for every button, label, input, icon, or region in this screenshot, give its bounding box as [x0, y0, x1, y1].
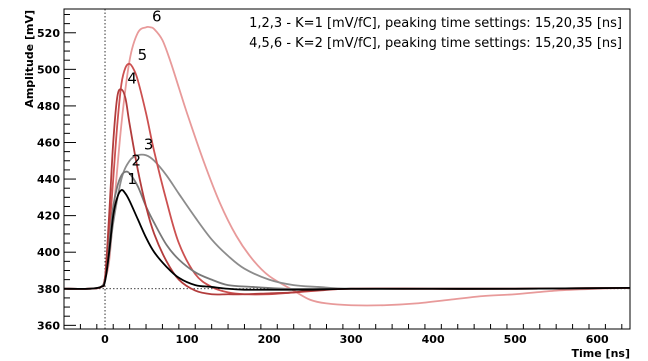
curve-label-6: 6	[152, 7, 162, 25]
y-tick-label: 500	[37, 63, 60, 76]
curve-label-3: 3	[144, 135, 154, 153]
y-axis-title: Amplitude [mV]	[23, 10, 36, 108]
curve-label-1: 1	[127, 170, 137, 188]
curve-labels: 123 45 6	[127, 7, 161, 188]
x-tick-label: 500	[504, 333, 527, 346]
y-tick-label: 520	[37, 27, 60, 40]
curve-label-5: 5	[138, 46, 148, 64]
x-tick-label: 0	[101, 333, 109, 346]
y-tick-label: 440	[37, 173, 60, 186]
plot-frame	[63, 8, 631, 330]
reference-lines	[64, 9, 630, 329]
y-axis-ticks: 360 380 400 420 440 460 480 500 520	[37, 13, 76, 332]
series-curves	[63, 25, 631, 307]
y-tick-label: 360	[37, 319, 60, 332]
legend-line-1: 1,2,3 - K=1 [mV/fC], peaking time settin…	[249, 16, 622, 31]
x-tick-label: 300	[340, 333, 363, 346]
y-tick-label: 460	[37, 136, 60, 149]
curve-2	[63, 170, 631, 290]
x-tick-label: 600	[586, 333, 609, 346]
x-axis-ticks: 0 100 200 300 400 500 600	[63, 324, 623, 346]
curve-4	[63, 88, 631, 296]
y-tick-label: 480	[37, 100, 60, 113]
curve-3	[63, 153, 631, 290]
y-tick-label: 380	[37, 283, 60, 296]
curve-1	[63, 189, 631, 291]
x-tick-label: 400	[422, 333, 445, 346]
x-axis-title: Time [ns]	[572, 347, 630, 360]
x-tick-label: 200	[258, 333, 281, 346]
legend-line-2: 4,5,6 - K=2 [mV/fC], peaking time settin…	[249, 36, 622, 51]
curve-5	[63, 62, 631, 296]
y-tick-label: 420	[37, 210, 60, 223]
y-tick-label: 400	[37, 246, 60, 259]
curve-label-4: 4	[127, 69, 137, 87]
curve-label-2: 2	[132, 152, 142, 170]
x-tick-label: 100	[176, 333, 199, 346]
curve-6	[63, 25, 631, 307]
